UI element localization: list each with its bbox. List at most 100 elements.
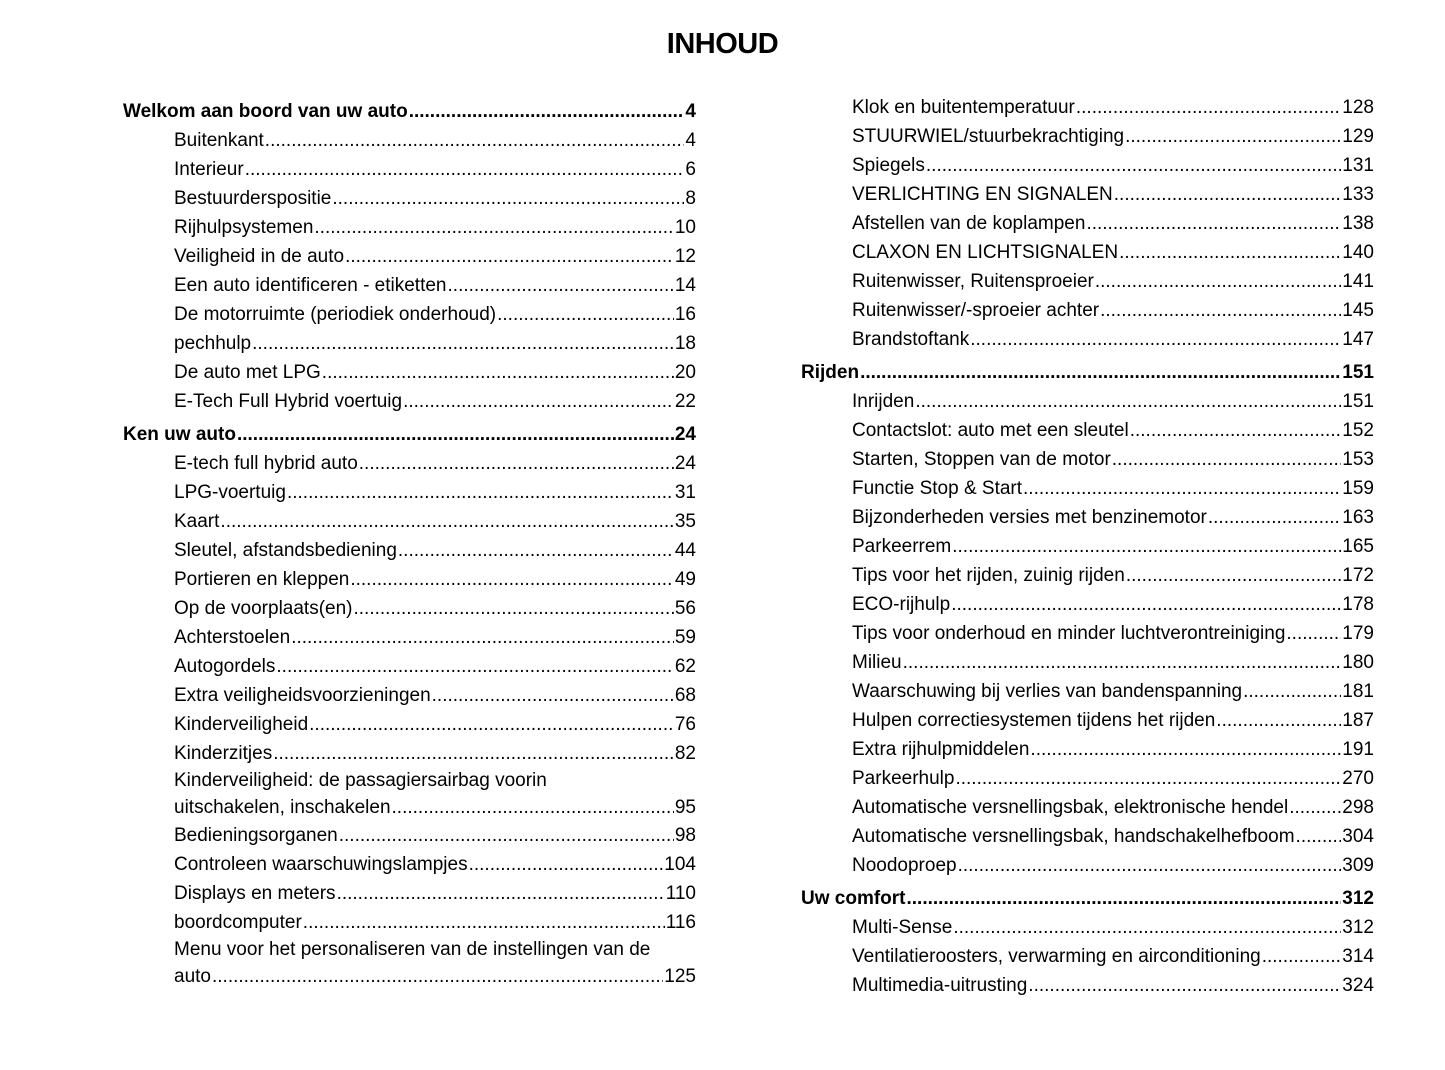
toc-entry[interactable]: Klok en buitentemperatuur 128	[801, 93, 1374, 122]
toc-entry[interactable]: Starten, Stoppen van de motor 153	[801, 445, 1374, 474]
toc-section-heading[interactable]: Welkom aan boord van uw auto 4	[123, 97, 696, 126]
toc-entry[interactable]: Multimedia-uitrusting 324	[801, 971, 1374, 1000]
toc-entry[interactable]: E-Tech Full Hybrid voertuig 22	[123, 387, 696, 416]
toc-entry[interactable]: Kinderveiligheid 76	[123, 710, 696, 739]
toc-page-number: 312	[1342, 917, 1374, 938]
toc-entry[interactable]: Bijzonderheden versies met benzinemotor …	[801, 503, 1374, 532]
toc-entry-line[interactable]: auto 125	[174, 963, 696, 990]
toc-entry[interactable]: Controleen waarschuwingslampjes 104	[123, 850, 696, 879]
toc-entry[interactable]: De auto met LPG 20	[123, 358, 696, 387]
toc-entry-title: Ken uw auto	[123, 424, 236, 445]
toc-entry[interactable]: CLAXON EN LICHTSIGNALEN 140	[801, 238, 1374, 267]
toc-entry[interactable]: Tips voor het rijden, zuinig rijden 172	[801, 561, 1374, 590]
toc-entry[interactable]: Ruitenwisser/-sproeier achter 145	[801, 296, 1374, 325]
toc-entry[interactable]: Automatische versnellingsbak, handschake…	[801, 822, 1374, 851]
dot-leader	[403, 387, 674, 416]
toc-entry[interactable]: Veiligheid in de auto 12	[123, 242, 696, 271]
toc-entry-title: Autogordels	[174, 656, 276, 677]
toc-entry[interactable]: Rijhulpsystemen 10	[123, 213, 696, 242]
dot-leader	[409, 97, 685, 126]
toc-entry[interactable]: Displays en meters 110	[123, 879, 696, 908]
toc-section-heading[interactable]: Rijden 151	[801, 358, 1374, 387]
toc-page-number: 309	[1342, 855, 1374, 876]
toc-entry[interactable]: ECO-rijhulp 178	[801, 590, 1374, 619]
toc-entry[interactable]: Buitenkant 4	[123, 126, 696, 155]
toc-page-number: 44	[674, 540, 696, 561]
toc-entry-title: E-tech full hybrid auto	[174, 453, 358, 474]
toc-entry[interactable]: Brandstoftank 147	[801, 325, 1374, 354]
toc-entry[interactable]: De motorruimte (periodiek onderhoud) 16	[123, 300, 696, 329]
toc-entry[interactable]: Achterstoelen 59	[123, 623, 696, 652]
toc-entry[interactable]: Ruitenwisser, Ruitensproeier 141	[801, 267, 1374, 296]
toc-page-number: 12	[674, 246, 696, 267]
toc-entry-title: Hulpen correctiesystemen tijdens het rij…	[852, 710, 1216, 731]
toc-entry[interactable]: Een auto identificeren - etiketten 14	[123, 271, 696, 300]
toc-page-number: 59	[674, 627, 696, 648]
toc-page-number: 181	[1342, 681, 1374, 702]
dot-leader	[970, 325, 1341, 354]
toc-page-number: 270	[1342, 768, 1374, 789]
toc-entry[interactable]: STUURWIEL/stuurbekrachtiging 129	[801, 122, 1374, 151]
toc-entry[interactable]: Autogordels 62	[123, 652, 696, 681]
toc-entry[interactable]: Noodoproep 309	[801, 851, 1374, 880]
dot-leader	[497, 300, 674, 329]
dot-leader	[220, 507, 673, 536]
toc-entry[interactable]: E-tech full hybrid auto 24	[123, 449, 696, 478]
toc-entry[interactable]: Bedieningsorganen 98	[123, 821, 696, 850]
toc-page-number: 18	[674, 333, 696, 354]
toc-page-number: 62	[674, 656, 696, 677]
toc-entry[interactable]: Portieren en kleppen 49	[123, 565, 696, 594]
toc-entry-title: Afstellen van de koplampen	[852, 213, 1086, 234]
toc-entry[interactable]: Kinderzitjes 82	[123, 739, 696, 768]
toc-page-number: 24	[674, 424, 696, 445]
toc-entry[interactable]: Spiegels 131	[801, 151, 1374, 180]
toc-entry[interactable]: Waarschuwing bij verlies van bandenspann…	[801, 677, 1374, 706]
toc-entry[interactable]: Automatische versnellingsbak, elektronis…	[801, 793, 1374, 822]
toc-entry[interactable]: Milieu 180	[801, 648, 1374, 677]
toc-entry[interactable]: Extra rijhulpmiddelen 191	[801, 735, 1374, 764]
toc-entry[interactable]: Hulpen correctiesystemen tijdens het rij…	[801, 706, 1374, 735]
toc-entry-title: Spiegels	[852, 155, 925, 176]
toc-entry[interactable]: Tips voor onderhoud en minder luchtveron…	[801, 619, 1374, 648]
dot-leader	[332, 184, 684, 213]
toc-entry[interactable]: Functie Stop & Start 159	[801, 474, 1374, 503]
toc-entry-line[interactable]: uitschakelen, inschakelen 95	[174, 794, 696, 821]
dot-leader	[1130, 416, 1342, 445]
dot-leader	[212, 963, 663, 990]
toc-page-number: 152	[1342, 420, 1374, 441]
dot-leader	[350, 565, 674, 594]
toc-entry[interactable]: Bestuurderspositie 8	[123, 184, 696, 213]
toc-entry[interactable]: Op de voorplaats(en) 56	[123, 594, 696, 623]
toc-entry-title: Parkeerhulp	[852, 768, 955, 789]
toc-entry-title: uitschakelen, inschakelen	[174, 797, 391, 818]
toc-page-number: 125	[664, 966, 696, 987]
toc-entry[interactable]: Kinderveiligheid: de passagiersairbag vo…	[123, 768, 696, 821]
toc-entry[interactable]: Interieur 6	[123, 155, 696, 184]
toc-entry-title-line: Kinderveiligheid: de passagiersairbag vo…	[174, 770, 547, 791]
toc-entry-title: Interieur	[174, 159, 244, 180]
toc-entry[interactable]: Multi-Sense 312	[801, 913, 1374, 942]
toc-entry[interactable]: Contactslot: auto met een sleutel 152	[801, 416, 1374, 445]
toc-entry[interactable]: Parkeerrem 165	[801, 532, 1374, 561]
toc-entry[interactable]: Sleutel, afstandsbediening 44	[123, 536, 696, 565]
toc-entry[interactable]: Extra veiligheidsvoorzieningen 68	[123, 681, 696, 710]
toc-entry[interactable]: Kaart 35	[123, 507, 696, 536]
toc-entry[interactable]: VERLICHTING EN SIGNALEN 133	[801, 180, 1374, 209]
toc-entry[interactable]: Ventilatieroosters, verwarming en aircon…	[801, 942, 1374, 971]
toc-entry[interactable]: boordcomputer 116	[123, 908, 696, 937]
toc-entry[interactable]: Menu voor het personaliseren van de inst…	[123, 937, 696, 990]
toc-entry-title: Tips voor onderhoud en minder luchtveron…	[852, 623, 1286, 644]
toc-entry[interactable]: Parkeerhulp 270	[801, 764, 1374, 793]
dot-leader	[915, 387, 1341, 416]
toc-entry-title: Bestuurderspositie	[174, 188, 332, 209]
toc-section-heading[interactable]: Uw comfort 312	[801, 884, 1374, 913]
toc-entry-title: Rijhulpsystemen	[174, 217, 314, 238]
toc-section-heading[interactable]: Ken uw auto 24	[123, 420, 696, 449]
toc-entry[interactable]: LPG-voertuig 31	[123, 478, 696, 507]
toc-entry-title: Contactslot: auto met een sleutel	[852, 420, 1129, 441]
toc-entry[interactable]: pechhulp 18	[123, 329, 696, 358]
toc-entry[interactable]: Afstellen van de koplampen 138	[801, 209, 1374, 238]
toc-entry[interactable]: Inrijden 151	[801, 387, 1374, 416]
toc-entry-title: Functie Stop & Start	[852, 478, 1023, 499]
toc-page-number: 129	[1342, 126, 1374, 147]
